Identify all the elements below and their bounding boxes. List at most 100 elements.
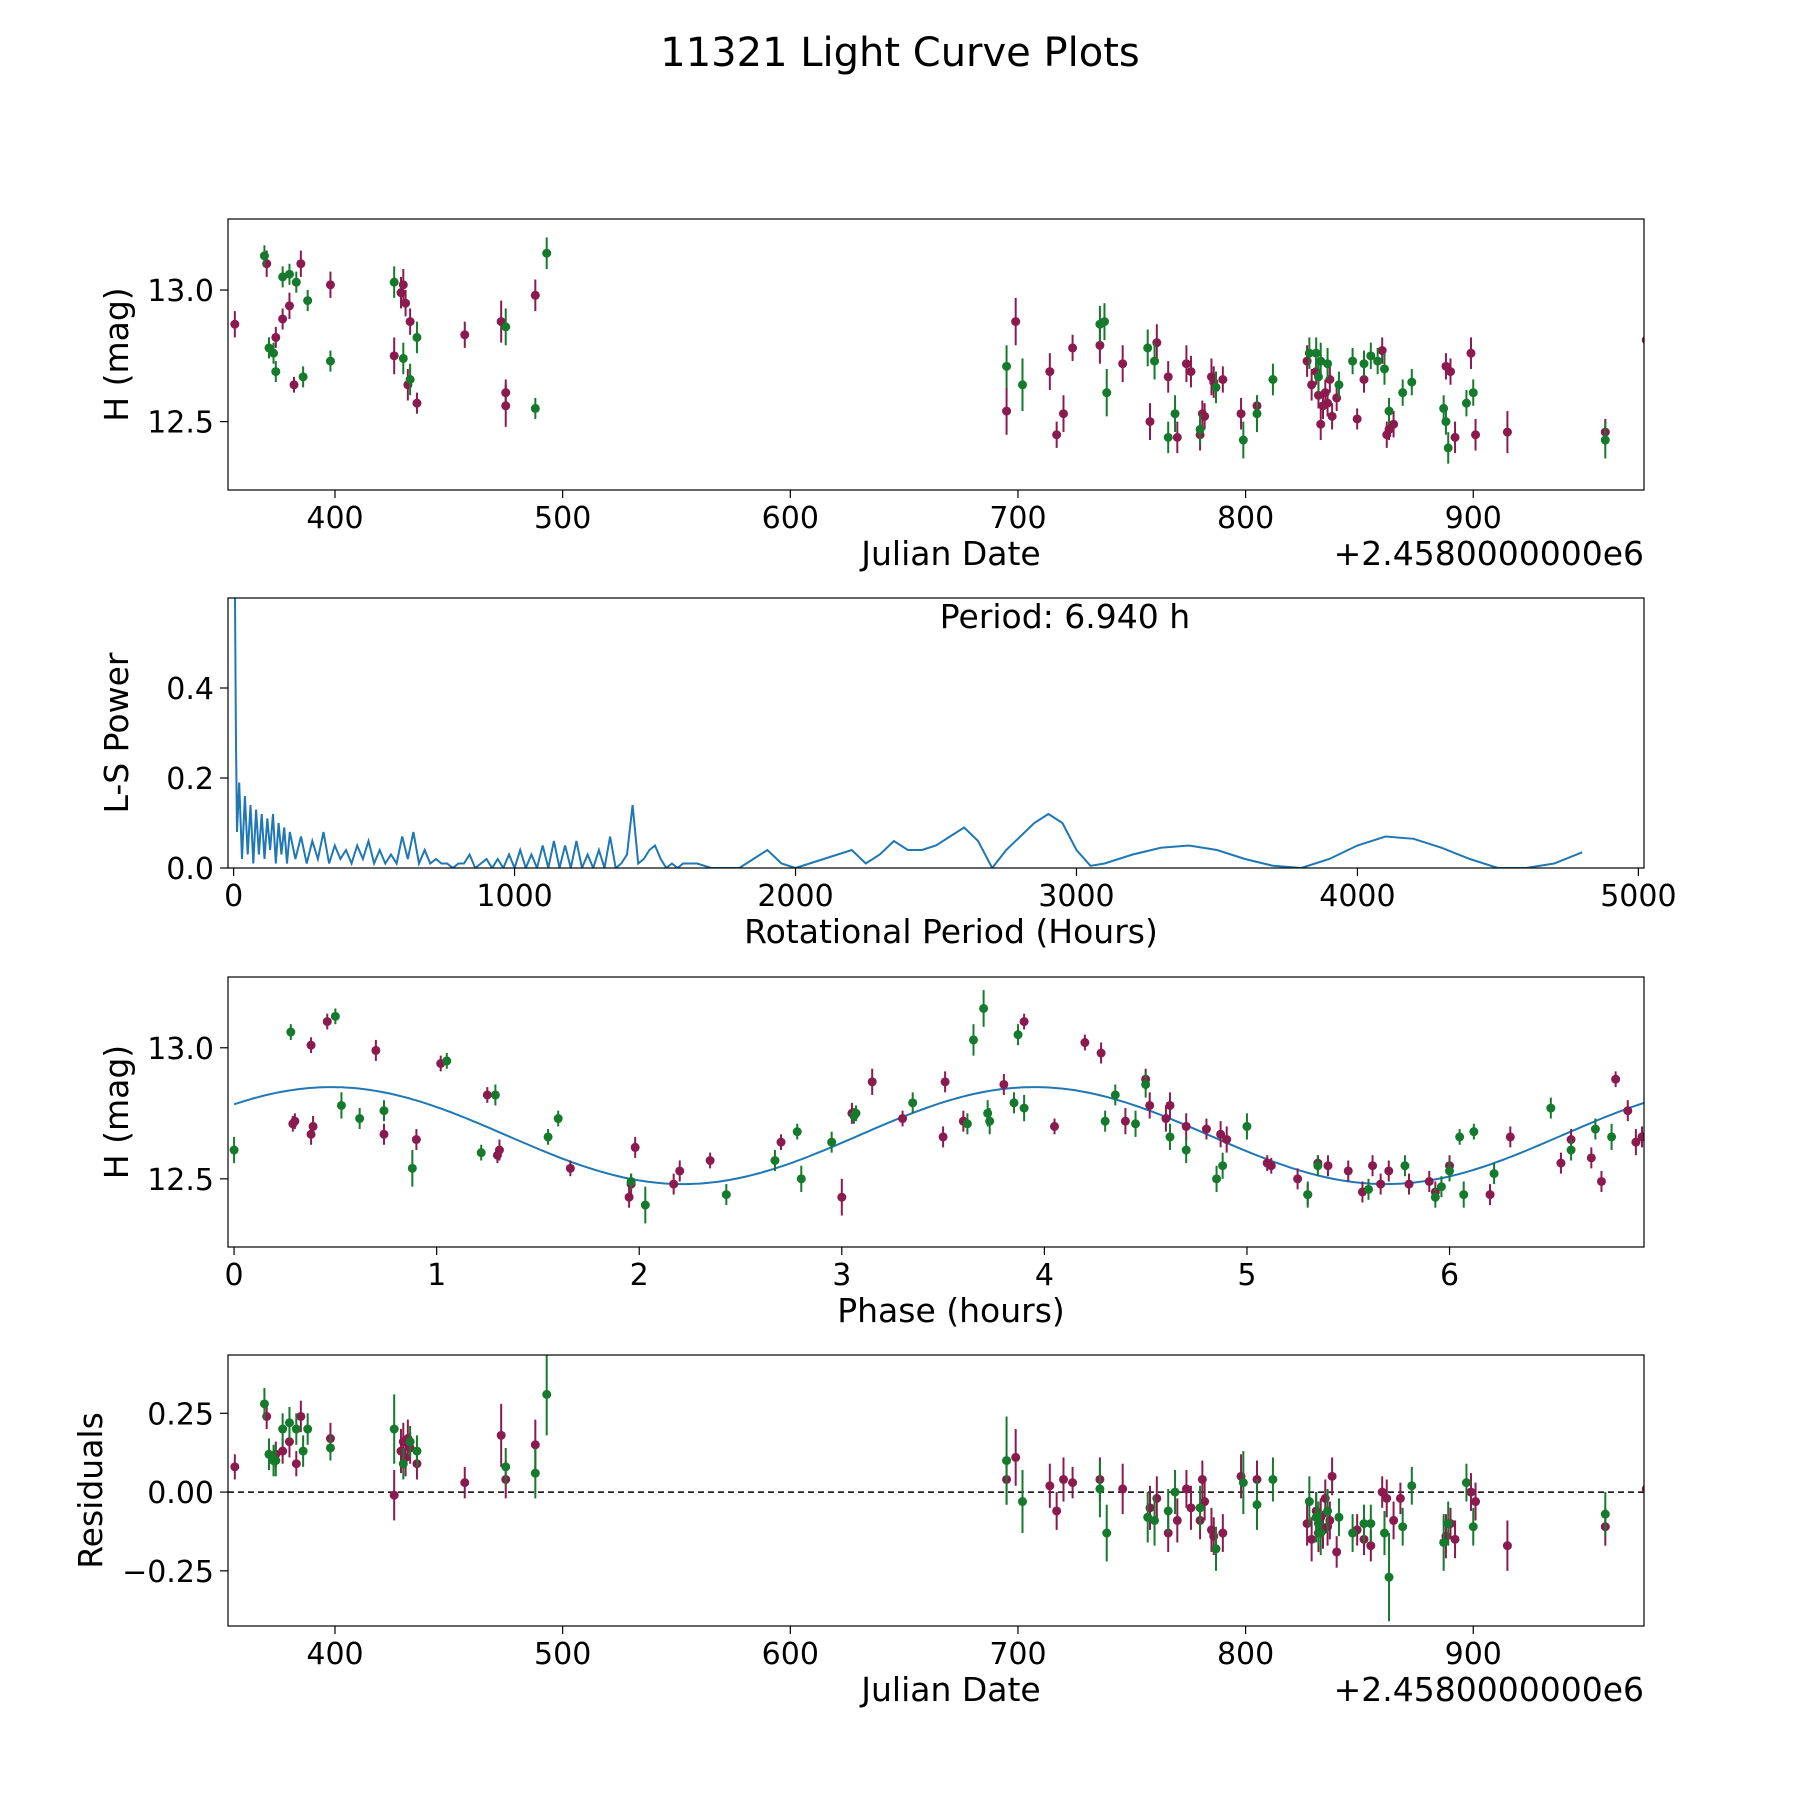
data-point-green [476,1144,486,1161]
point-marker [1161,1114,1171,1124]
data-point-magenta [1596,1170,1606,1192]
data-point-green [1141,1071,1151,1098]
data-point-green [229,1136,239,1164]
data-point-magenta [705,1152,715,1169]
data-point-green [501,1447,511,1486]
data-point-green [398,1447,408,1480]
data-point-green [1607,1123,1617,1151]
point-marker [1637,1132,1644,1142]
data-point-green [626,1173,636,1190]
data-point-green [1323,1488,1333,1534]
data-point-green [1181,1136,1191,1164]
point-marker [296,1411,306,1421]
point-marker [1327,411,1337,421]
point-marker [1218,374,1228,384]
point-marker [867,1077,877,1087]
point-marker [1313,1161,1323,1171]
data-point-magenta [1052,421,1062,448]
point-marker [1502,1541,1512,1551]
data-point-green [501,308,511,346]
point-marker [271,332,281,342]
point-marker [1150,356,1160,366]
data-point-magenta [1050,1118,1060,1135]
point-marker [1459,1190,1469,1200]
data-point-magenta [1181,345,1191,383]
point-marker [1505,1132,1515,1142]
point-marker [1019,1017,1029,1027]
data-point-magenta [1045,353,1055,391]
point-marker [1181,1484,1191,1494]
data-point-magenta [230,1454,240,1480]
data-point-green [1468,1507,1478,1546]
data-point-magenta [1424,1170,1434,1192]
point-marker [1407,1481,1417,1491]
data-point-magenta [379,1123,389,1145]
point-marker [398,280,408,290]
point-marker [1052,430,1062,440]
data-point-magenta [1118,1463,1128,1515]
point-marker [1304,1497,1314,1507]
panel-phased: 0 1 2 3 4 5 6 12.5 13.0 Phase (hours) H (mag) [97,976,1645,1330]
data-point-green [543,1129,553,1145]
point-marker [269,348,279,358]
point-marker [1304,348,1314,358]
data-point-magenta [271,326,281,348]
data-point-green [1590,1118,1600,1140]
point-marker [1348,356,1358,366]
data-point-magenta [1316,408,1326,441]
data-point-green [796,1165,806,1192]
point-marker [1359,374,1369,384]
point-marker [1120,1116,1130,1126]
data-point-green [1334,371,1344,398]
data-point-magenta [675,1160,685,1182]
data-point-magenta [496,300,506,343]
data-point-magenta [1118,345,1128,383]
point-marker [284,1418,294,1428]
data-point-magenta [1502,411,1512,454]
data-point-green [1398,1507,1408,1546]
data-point-magenta [1186,1485,1196,1530]
x-tick-label: 4 [1035,1258,1054,1293]
data-point-green [1218,1152,1228,1179]
point-marker [898,1114,908,1124]
point-marker [1566,1145,1576,1155]
x-offset-label: +2.4580000000e6 [1334,1670,1644,1709]
point-marker [1400,1161,1410,1171]
point-marker [624,1192,634,1202]
data-point-magenta [1120,1108,1130,1135]
data-point-green [291,1413,301,1445]
point-marker [1118,1484,1128,1494]
data-point-magenta [1352,408,1362,430]
point-marker [626,1176,636,1186]
data-point-magenta [624,1186,634,1208]
data-point-green [1150,342,1160,380]
point-marker [322,1017,332,1027]
point-marker [1316,356,1326,366]
point-marker [837,1192,847,1202]
point-marker [1389,1515,1399,1525]
point-marker [501,322,511,332]
point-marker [1546,1103,1556,1113]
data-point-magenta [1080,1034,1090,1051]
data-point-green [1407,1466,1417,1505]
x-tick-label: 0 [224,879,243,914]
point-marker [389,1424,399,1434]
data-point-green [1212,1165,1222,1192]
point-marker [325,1443,335,1453]
data-point-green [1018,358,1028,412]
point-marker [908,1098,918,1108]
data-point-magenta [1011,1429,1021,1486]
point-marker [721,1190,731,1200]
x-tick-label: 400 [306,501,363,536]
y-tick-label: 12.5 [147,1163,214,1198]
data-point-green [542,1355,552,1436]
point-marker [298,372,308,382]
point-marker [1011,1452,1021,1462]
point-marker [1471,430,1481,440]
data-point-magenta [630,1136,640,1158]
data-point-green [1304,1476,1314,1527]
point-marker [1376,1179,1386,1189]
point-marker [543,1132,553,1142]
point-marker [271,1456,281,1466]
point-marker [1466,348,1476,358]
